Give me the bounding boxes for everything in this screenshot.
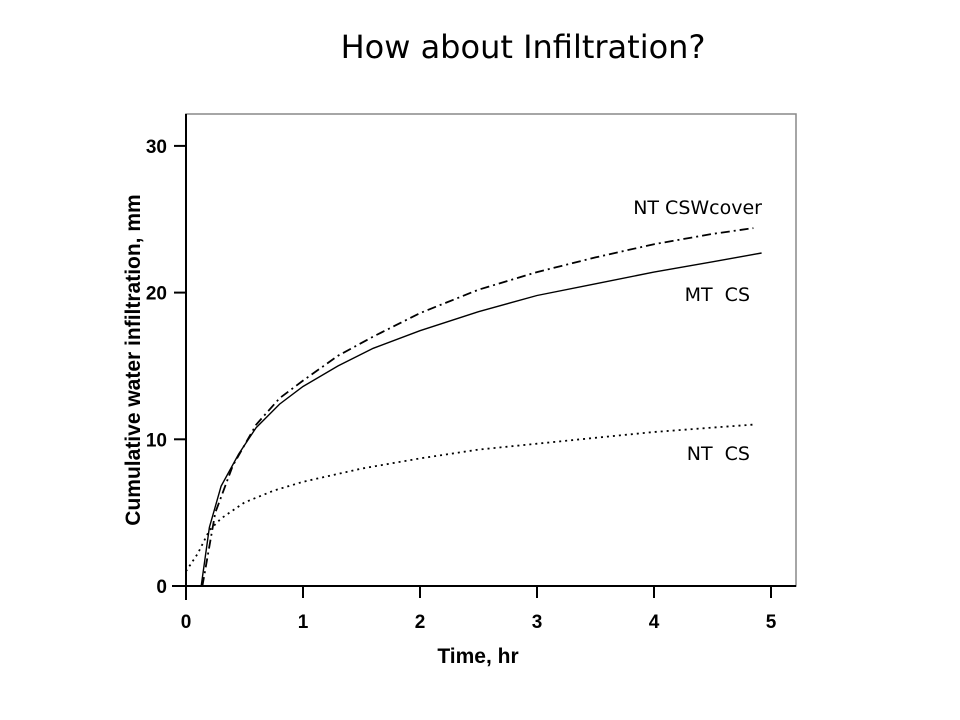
series-line-nt-cs (185, 423, 754, 572)
x-tick-label: 1 (298, 612, 309, 633)
x-tick-label: 4 (649, 612, 660, 633)
x-tick-label: 3 (532, 612, 543, 633)
slide-title: How about Infiltration? (340, 28, 706, 66)
y-tick-label: 10 (146, 430, 167, 451)
y-tick-label: 0 (156, 577, 167, 598)
y-tick-label: 30 (146, 137, 167, 158)
series-label-mt-cs: MT CS (685, 284, 750, 306)
series-line-mt-cs (200, 252, 762, 587)
x-tick-label: 5 (766, 612, 777, 633)
x-tick-label: 2 (415, 612, 426, 633)
x-axis-label: Time, hr (437, 645, 518, 668)
series-line-nt-cswcover (201, 227, 754, 587)
x-tick-label: 0 (181, 612, 192, 633)
plot-frame (185, 113, 797, 587)
y-axis-label: Cumulative water infiltration, mm (122, 194, 145, 525)
y-tick-label: 20 (146, 284, 167, 305)
series-label-nt-cswcover: NT CSWcover (633, 197, 762, 219)
series-label-nt-cs: NT CS (687, 443, 750, 465)
